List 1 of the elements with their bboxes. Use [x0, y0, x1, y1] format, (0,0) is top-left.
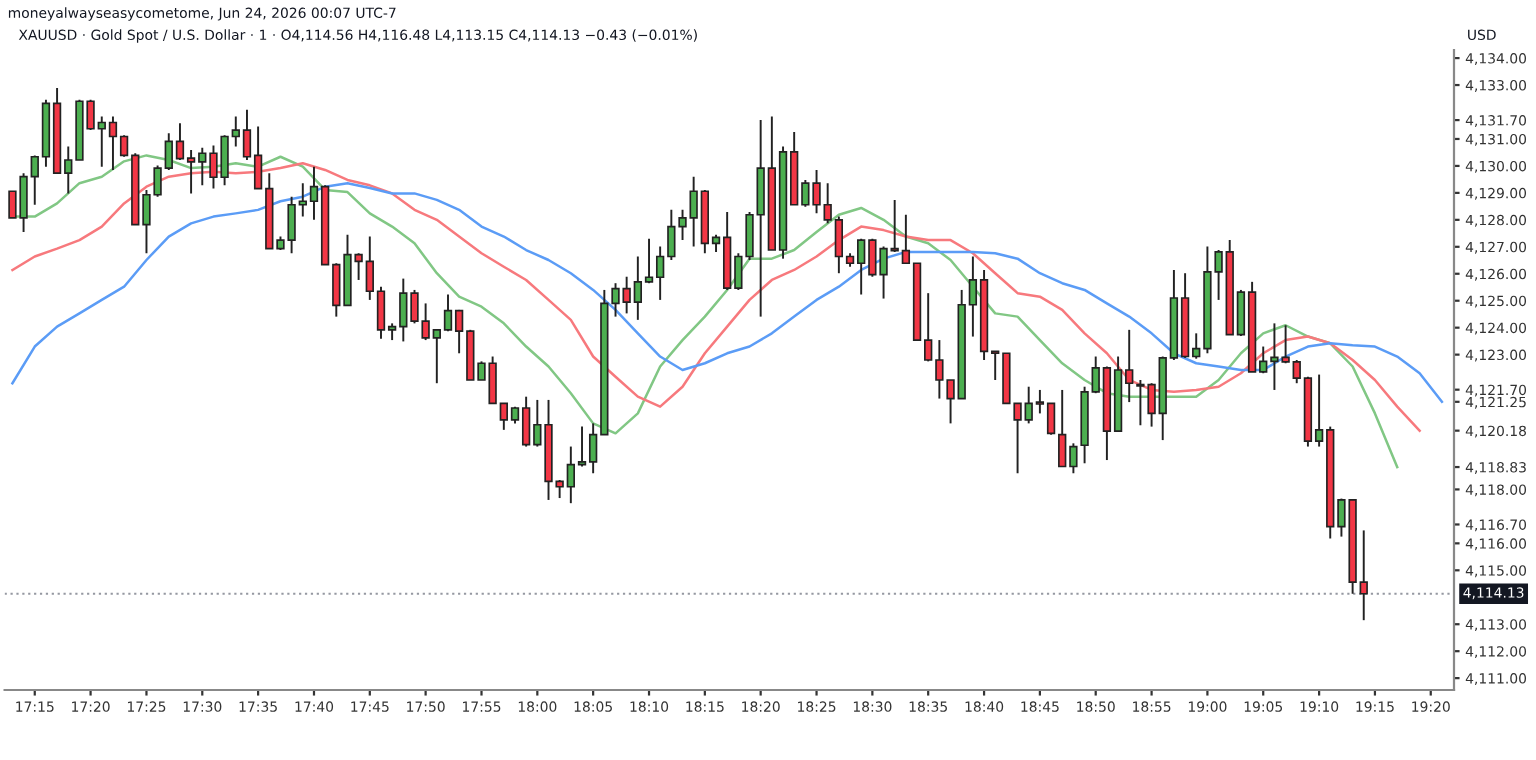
line-series — [11, 181, 1444, 404]
